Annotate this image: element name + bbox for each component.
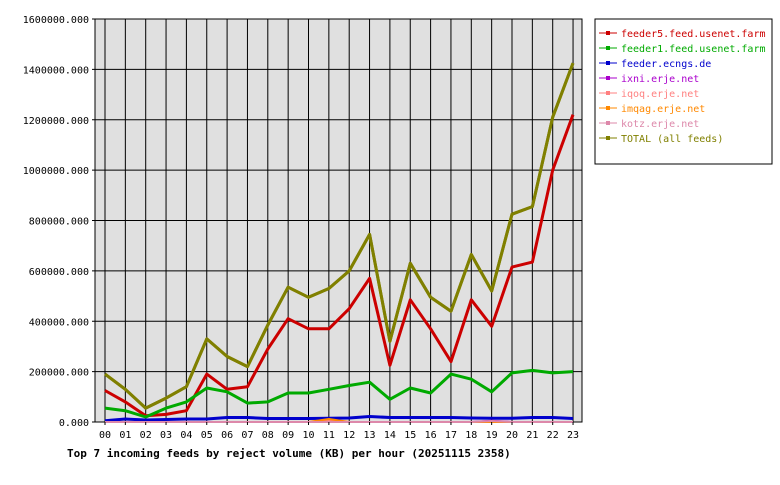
x-tick-label: 14	[384, 430, 396, 441]
legend-marker	[606, 46, 610, 50]
x-tick-label: 02	[140, 430, 152, 441]
legend-label: iqoq.erje.net	[621, 89, 699, 100]
x-tick-label: 23	[567, 430, 579, 441]
legend: feeder5.feed.usenet.farm feeder1.feed.use…	[594, 18, 773, 165]
x-tick-label: 01	[119, 430, 131, 441]
x-tick-label: 10	[302, 430, 314, 441]
legend-marker	[606, 136, 610, 140]
y-tick-label: 800000.000	[29, 217, 89, 228]
x-tick-label: 00	[99, 430, 111, 441]
x-tick-label: 05	[201, 430, 213, 441]
x-tick-label: 22	[547, 430, 559, 441]
series-line	[105, 420, 573, 423]
legend-marker	[606, 91, 610, 95]
y-tick-label: 1200000.000	[23, 116, 89, 127]
x-tick-label: 19	[486, 430, 498, 441]
axes: 00 01 02 03 04 05 06 07 08 09 10 11 12 13 14 15 16 17 18 19…	[23, 15, 579, 441]
series-line	[104, 114, 575, 418]
legend-label: ixni.erje.net	[621, 74, 699, 85]
legend-box	[594, 18, 773, 165]
x-tick-label: 16	[425, 430, 437, 441]
y-tick-label: 1400000.000	[23, 65, 89, 76]
legend-marker	[606, 106, 610, 110]
x-tick-label: 09	[282, 430, 294, 441]
series-line	[104, 415, 574, 423]
x-tick-label: 15	[404, 430, 416, 441]
x-tick-label: 20	[506, 430, 518, 441]
x-tick-label: 04	[180, 430, 192, 441]
legend-label: feeder.ecngs.de	[621, 59, 711, 70]
y-tick-label: 200000.000	[29, 368, 89, 379]
x-tick-label: 13	[364, 430, 376, 441]
legend-label: kotz.erje.net	[621, 119, 699, 130]
y-tick-label: 0.000	[59, 418, 89, 429]
chart-title: Top 7 incoming feeds by reject volume (K…	[67, 447, 511, 460]
x-tick-label: 11	[323, 430, 335, 441]
legend-label: imqag.erje.net	[621, 104, 705, 115]
x-tick-label: 17	[445, 430, 457, 441]
legend-label: TOTAL (all feeds)	[621, 134, 723, 145]
x-tick-label: 06	[221, 430, 233, 441]
y-tick-label: 400000.000	[29, 317, 89, 328]
x-tick-label: 18	[465, 430, 477, 441]
y-tick-label: 600000.000	[29, 267, 89, 278]
y-tick-label: 1600000.000	[23, 15, 89, 26]
legend-marker	[606, 76, 610, 80]
series-lines	[104, 62, 575, 423]
series-line	[104, 368, 574, 419]
legend-label: feeder5.feed.usenet.farm	[621, 29, 766, 40]
legend-marker	[606, 31, 610, 35]
x-tick-label: 08	[262, 430, 274, 441]
legend-label: feeder1.feed.usenet.farm	[621, 44, 766, 55]
x-tick-label: 21	[526, 430, 538, 441]
y-tick-label: 1000000.000	[23, 166, 89, 177]
series-line	[104, 62, 575, 410]
x-tick-label: 03	[160, 430, 172, 441]
x-tick-label: 07	[241, 430, 253, 441]
legend-marker	[606, 61, 610, 65]
legend-marker	[606, 121, 610, 125]
x-tick-label: 12	[343, 430, 355, 441]
